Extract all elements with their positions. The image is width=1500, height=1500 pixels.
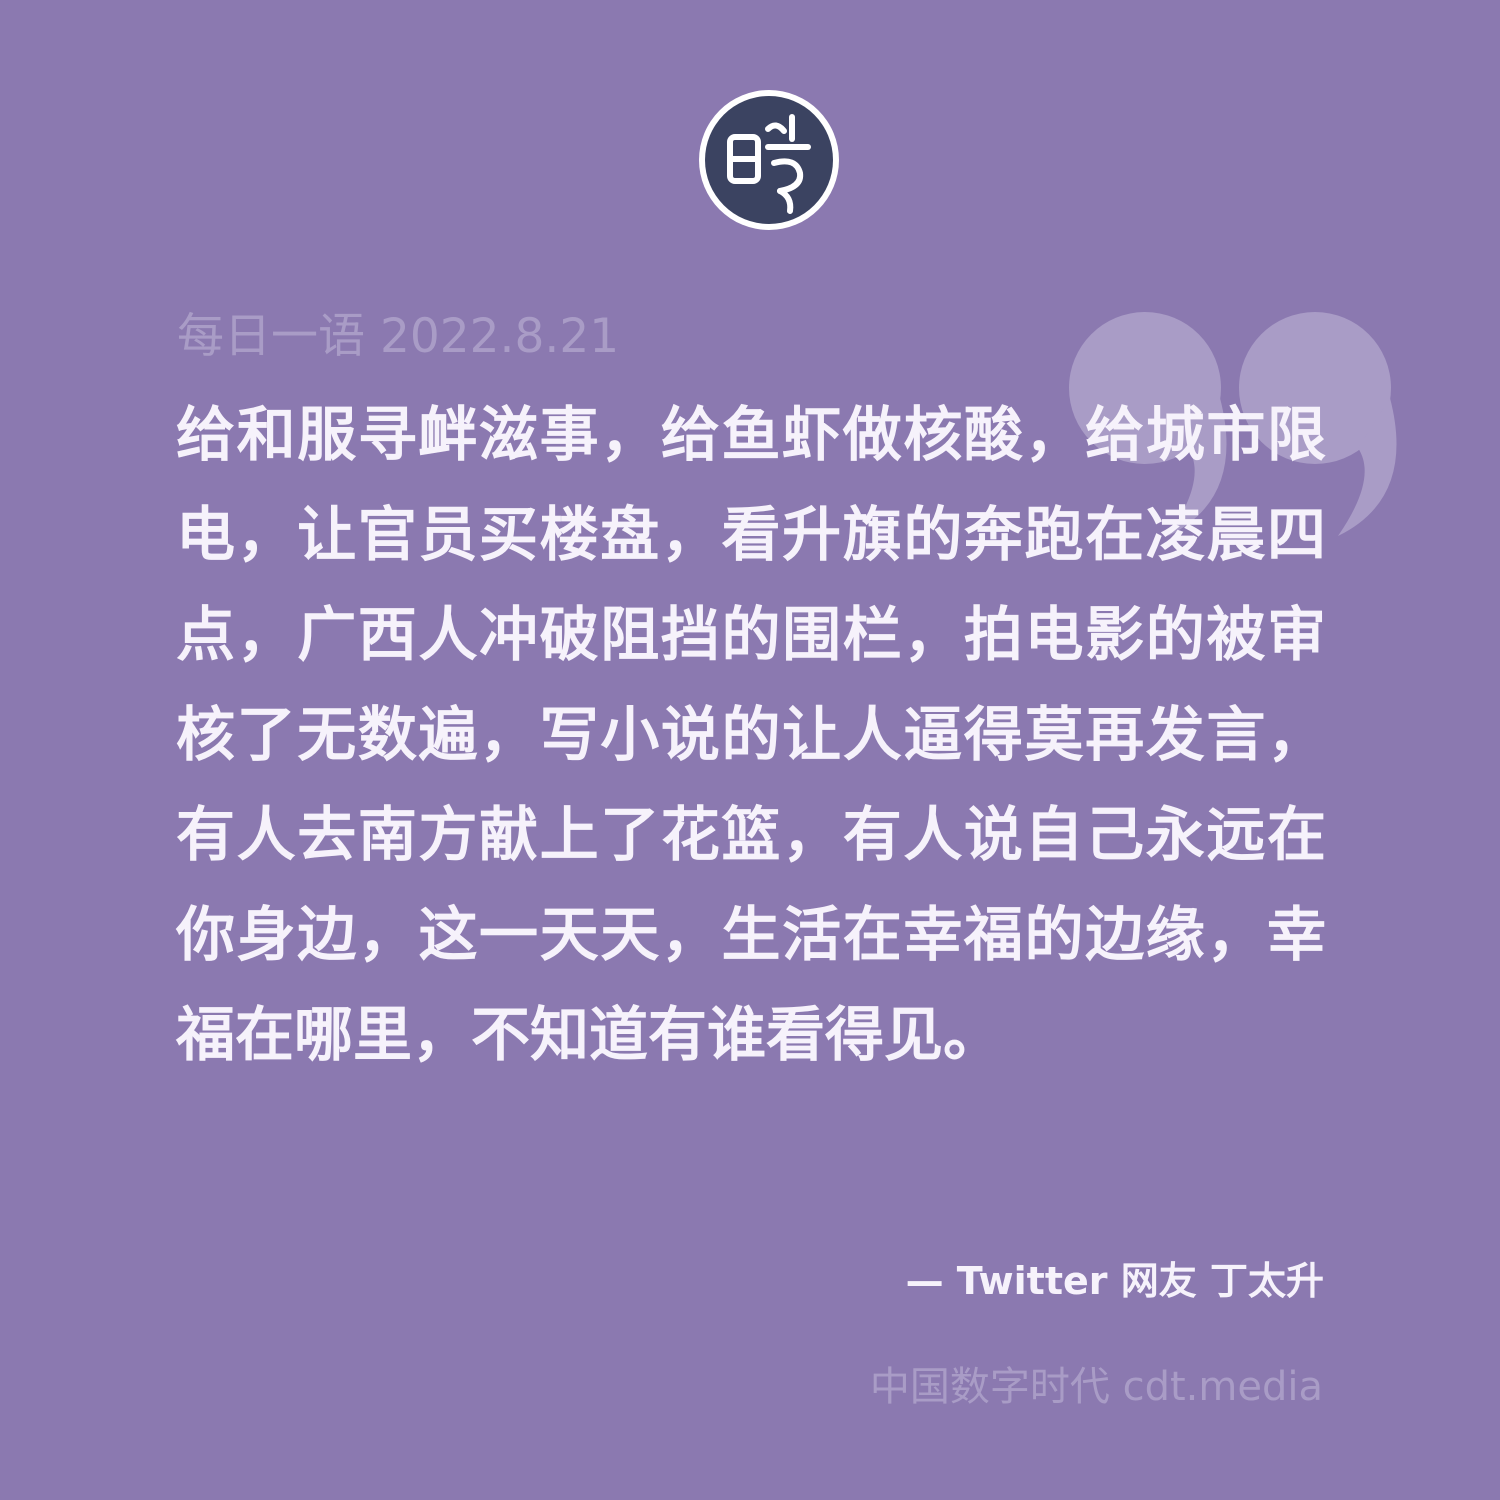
date-label: 每日一语 2022.8.21 bbox=[177, 309, 620, 364]
cdt-seal-logo-icon bbox=[699, 90, 839, 230]
cdt-logo bbox=[696, 87, 842, 233]
quote-attribution: — Twitter 网友 丁太升 bbox=[905, 1259, 1324, 1303]
closing-quote-mark-icon bbox=[1068, 308, 1398, 538]
quote-text: 给和服寻衅滋事，给鱼虾做核酸，给城市限电，让官员买楼盘，看升旗的奔跑在凌晨四点，… bbox=[176, 400, 1326, 1069]
site-footer: 中国数字时代 cdt.media bbox=[869, 1364, 1323, 1410]
